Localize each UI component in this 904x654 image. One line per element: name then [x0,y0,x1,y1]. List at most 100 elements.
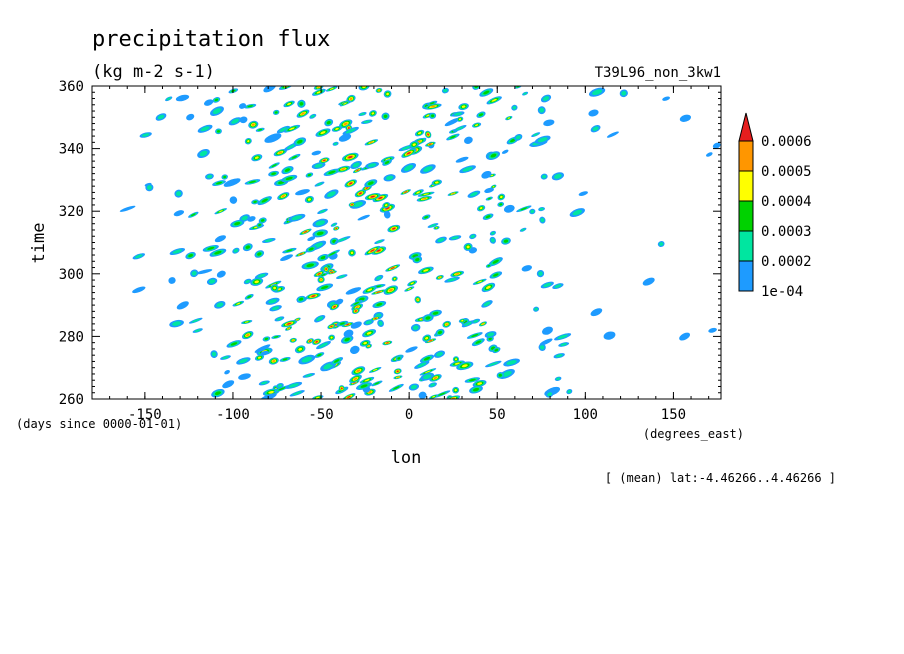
field-contour [512,105,517,110]
field-blob [447,191,459,196]
field-blob [248,120,259,129]
field-blob [317,276,325,284]
field-contour [330,336,333,339]
field-contour [490,174,494,177]
field-blob [229,196,238,204]
field-contour [560,343,568,346]
field-contour [520,207,528,211]
field-blob [588,87,606,97]
colorbar-segment [738,260,754,292]
field-contour [393,277,396,280]
field-contour [348,156,353,159]
field-contour [415,257,420,262]
field-blob [350,160,362,170]
field-blob [312,338,322,345]
field-blob [365,161,379,169]
field-contour [317,86,321,88]
field-blob [481,170,492,179]
field-contour [590,308,603,317]
field-blob [467,190,481,198]
field-blob [273,148,287,157]
field-contour [427,133,429,136]
field-blob [590,125,601,133]
field-blob [214,300,226,309]
field-contour [521,228,526,232]
field-contour [286,143,297,150]
field-contour [260,350,269,355]
field-contour [486,285,491,290]
field-blob [539,338,553,346]
field-blob [435,328,445,337]
field-contour [592,126,599,131]
field-blob [279,356,291,362]
field-contour [166,97,171,101]
field-contour [374,317,377,319]
field-contour [260,381,268,385]
field-contour [534,307,538,311]
field-blob [305,172,314,178]
x-tick-label: -100 [216,407,250,423]
field-blob [529,208,536,215]
field-contour [299,297,304,301]
field-blob [342,393,356,399]
field-blob [459,165,476,174]
field-blob [606,131,619,138]
field-contour [307,173,312,177]
colorbar-label: 0.0003 [761,224,812,240]
field-contour [437,237,445,243]
field-blob [165,96,173,102]
field-blob [283,124,301,133]
field-blob [405,346,418,353]
field-blob [343,329,354,338]
field-contour [475,340,482,344]
field-blob [302,373,315,378]
field-contour [323,159,326,162]
field-blob [382,159,392,166]
field-blob [357,214,370,221]
field-blob [553,353,565,359]
field-blob [590,308,603,317]
field-blob [254,354,265,361]
field-contour [350,345,360,355]
field-contour [472,387,480,392]
field-contour [222,356,229,360]
field-blob [472,122,482,128]
field-blob [268,162,280,169]
field-blob [359,376,375,384]
field-blob [489,271,503,279]
field-blob [501,237,511,245]
field-blob [603,331,616,340]
x-axis: -150 -100 -50 0 50 100 150 [109,86,710,423]
field-contour [555,354,563,358]
field-contour [365,187,369,189]
field-contour [292,339,295,341]
field-blob [408,383,420,391]
field-contour [295,189,310,196]
field-contour [454,389,457,392]
field-blob [531,132,541,137]
field-contour [321,273,326,276]
field-contour [207,246,215,250]
field-blob [424,103,442,110]
field-blob [188,317,203,324]
field-contour [320,285,329,290]
field-contour [264,337,269,341]
field-contour [307,236,316,241]
field-contour [416,191,421,194]
field-contour [376,240,383,244]
field-contour [254,156,259,159]
field-blob [232,300,245,307]
field-blob [258,380,270,386]
colorbar: 1e-04 0.0002 0.0003 0.0004 0.0005 0.0006 [738,112,812,300]
field-contour [434,181,439,184]
field-contour [422,197,427,200]
field-blob [424,338,437,344]
field-blob [281,320,297,328]
field-blob [418,391,427,399]
field-contour [492,259,499,264]
field-contour [455,126,464,131]
field-contour [333,359,340,363]
field-contour [349,97,353,100]
field-blob [706,152,713,157]
field-contour [475,124,479,126]
